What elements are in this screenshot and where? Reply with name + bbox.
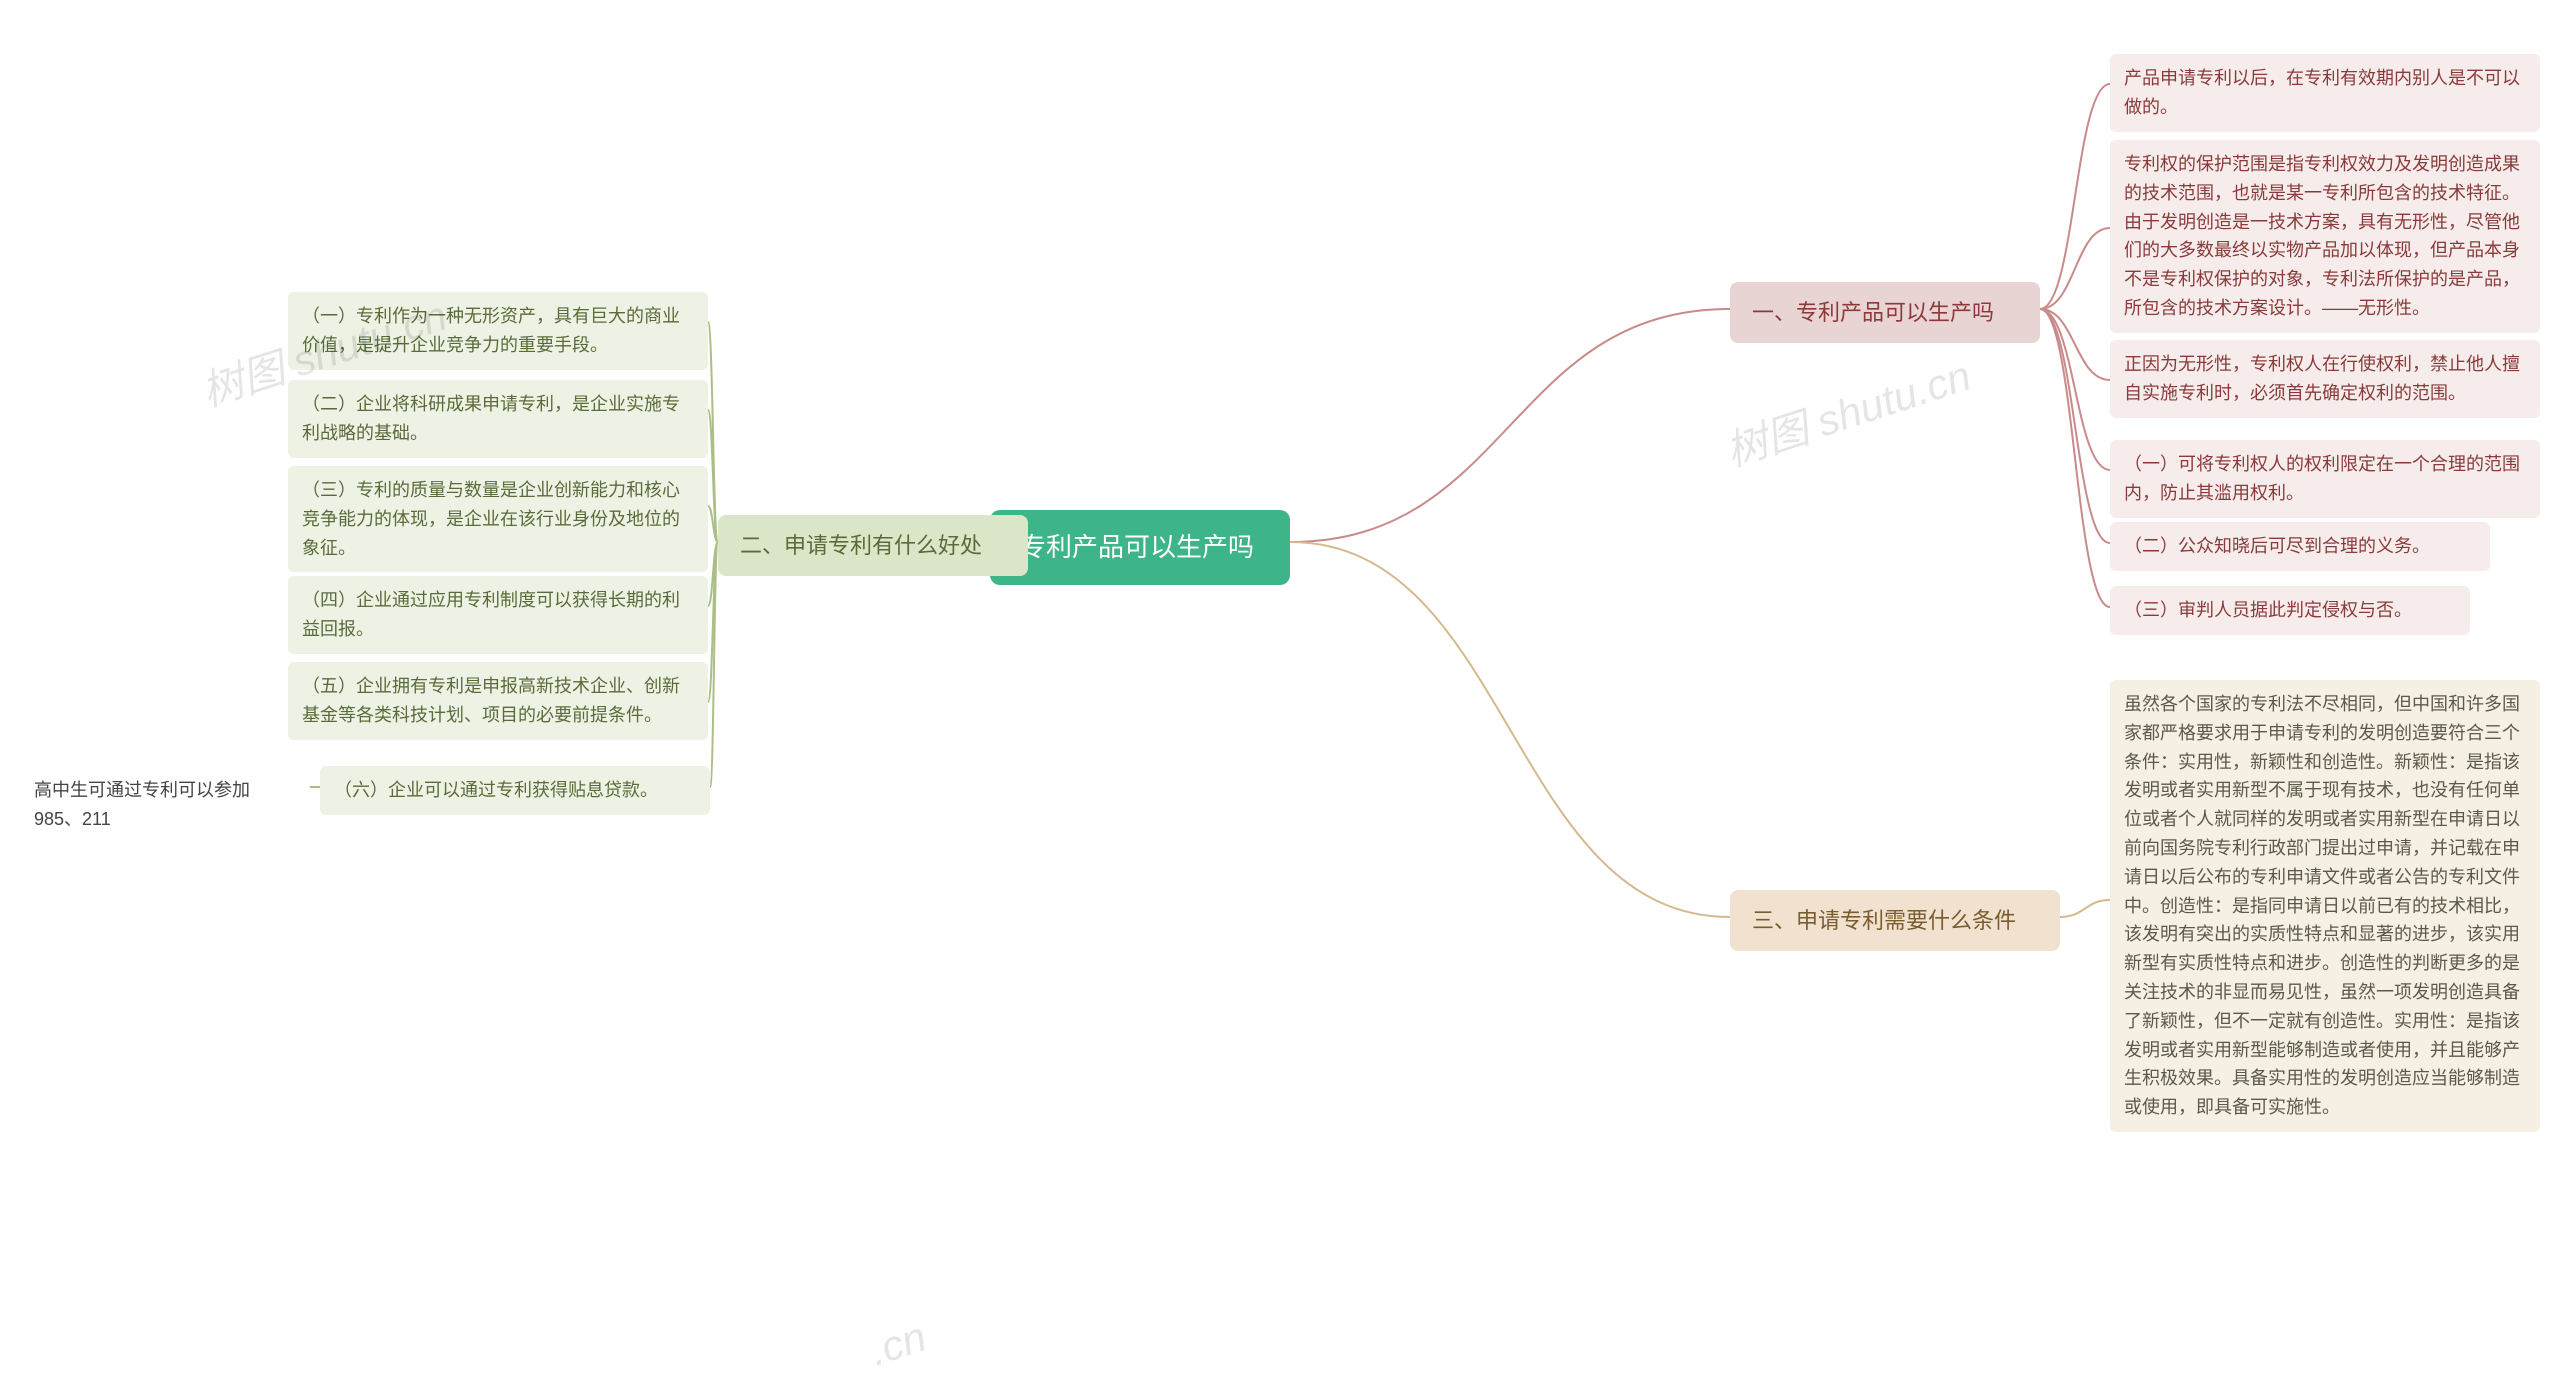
leaf-node-1-6: （三）审判人员据此判定侵权与否。 — [2110, 586, 2470, 635]
leaf-node-2-2: （二）企业将科研成果申请专利，是企业实施专利战略的基础。 — [288, 380, 708, 458]
leaf-node-2-5: （五）企业拥有专利是申报高新技术企业、创新基金等各类科技计划、项目的必要前提条件… — [288, 662, 708, 740]
leaf-node-1-3: 正因为无形性，专利权人在行使权利，禁止他人擅自实施专利时，必须首先确定权利的范围… — [2110, 340, 2540, 418]
leaf-node-2-1: （一）专利作为一种无形资产，具有巨大的商业价值，是提升企业竞争力的重要手段。 — [288, 292, 708, 370]
leaf-node-1-4: （一）可将专利权人的权利限定在一个合理的范围内，防止其滥用权利。 — [2110, 440, 2540, 518]
branch-node-2: 二、申请专利有什么好处 — [718, 515, 1028, 576]
leaf-node-2-4: （四）企业通过应用专利制度可以获得长期的利益回报。 — [288, 576, 708, 654]
root-node: 专利产品可以生产吗 — [990, 510, 1290, 585]
leaf-node-1-2: 专利权的保护范围是指专利权效力及发明创造成果的技术范围，也就是某一专利所包含的技… — [2110, 140, 2540, 333]
leaf-node-3-1: 虽然各个国家的专利法不尽相同，但中国和许多国家都严格要求用于申请专利的发明创造要… — [2110, 680, 2540, 1132]
leaf-node-2-6: （六）企业可以通过专利获得贴息贷款。 — [320, 766, 710, 815]
leaf-node-2-3: （三）专利的质量与数量是企业创新能力和核心竞争能力的体现，是企业在该行业身份及地… — [288, 466, 708, 572]
mindmap-canvas: 专利产品可以生产吗 一、专利产品可以生产吗 产品申请专利以后，在专利有效期内别人是不… — [0, 0, 2560, 1366]
branch-node-1: 一、专利产品可以生产吗 — [1730, 282, 2040, 343]
branch-node-3: 三、申请专利需要什么条件 — [1730, 890, 2060, 951]
leaf-sub-node: 高中生可通过专利可以参加985、211 — [20, 766, 310, 844]
watermark-2: 树图 shutu.cn — [1717, 342, 1978, 479]
leaf-node-1-5: （二）公众知晓后可尽到合理的义务。 — [2110, 522, 2490, 571]
leaf-node-1-1: 产品申请专利以后，在专利有效期内别人是不可以做的。 — [2110, 54, 2540, 132]
